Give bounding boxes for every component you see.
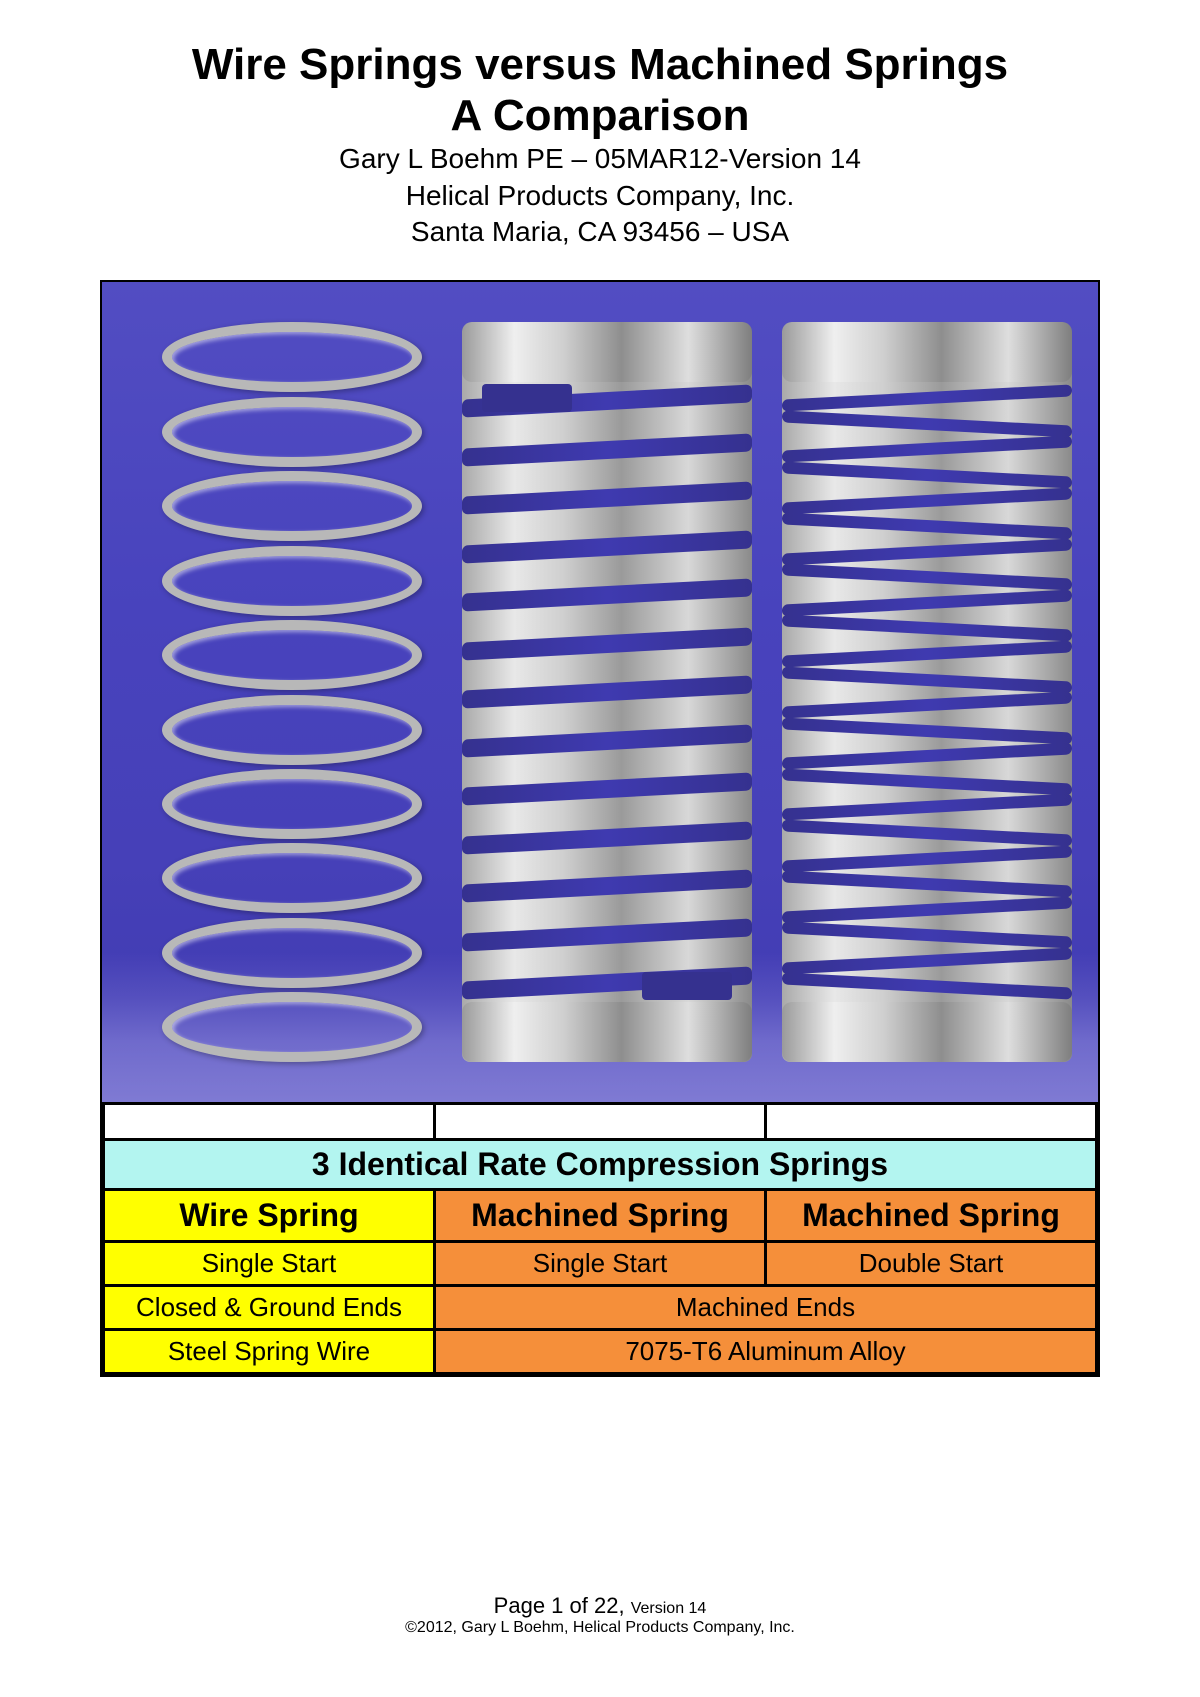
document-header: Wire Springs versus Machined Springs A C…: [100, 40, 1100, 250]
page-total: 22: [594, 1593, 618, 1618]
spring-photo: [102, 282, 1098, 1102]
machined-spring-double-image: [782, 322, 1072, 1062]
table-caption-row: 3 Identical Rate Compression Springs: [104, 1140, 1097, 1190]
wire-spring-image: [162, 322, 422, 1062]
document-page: Wire Springs versus Machined Springs A C…: [0, 0, 1200, 1697]
machined-cap-bottom: [462, 1002, 752, 1062]
page-number: Page 1 of 22, Version 14: [0, 1593, 1200, 1619]
table-cell: Single Start: [104, 1242, 435, 1286]
table-cell: Single Start: [435, 1242, 766, 1286]
title-line-1: Wire Springs versus Machined Springs: [100, 40, 1100, 91]
table-header-machined-1: Machined Spring: [435, 1190, 766, 1242]
table-cell: Double Start: [766, 1242, 1097, 1286]
table-cell: Machined Ends: [435, 1286, 1097, 1330]
version-label: Version 14: [631, 1600, 707, 1617]
table-cell: Closed & Ground Ends: [104, 1286, 435, 1330]
byline: Gary L Boehm PE – 05MAR12-Version 14: [100, 141, 1100, 177]
machined-cap-top: [782, 322, 1072, 382]
copyright: ©2012, Gary L Boehm, Helical Products Co…: [0, 1619, 1200, 1637]
machined-cap-bottom: [782, 1002, 1072, 1062]
machined-spring-single-image: [462, 322, 752, 1062]
table-cell: 7075-T6 Aluminum Alloy: [435, 1330, 1097, 1374]
page-prefix: Page: [494, 1593, 552, 1618]
title-line-2: A Comparison: [100, 91, 1100, 142]
page-of: of: [563, 1593, 594, 1618]
table-header-row: Wire Spring Machined Spring Machined Spr…: [104, 1190, 1097, 1242]
table-row-start: Single Start Single Start Double Start: [104, 1242, 1097, 1286]
table-caption: 3 Identical Rate Compression Springs: [104, 1140, 1097, 1190]
page-sep: ,: [618, 1593, 630, 1618]
table-blank-row: [104, 1104, 1097, 1140]
table-cell: [435, 1104, 766, 1140]
page-footer: Page 1 of 22, Version 14 ©2012, Gary L B…: [0, 1593, 1200, 1637]
comparison-figure: 3 Identical Rate Compression Springs Wir…: [100, 280, 1100, 1377]
location: Santa Maria, CA 93456 – USA: [100, 214, 1100, 250]
table-row-ends: Closed & Ground Ends Machined Ends: [104, 1286, 1097, 1330]
machined-slots: [782, 392, 1072, 992]
machined-notch: [482, 384, 572, 412]
table-cell: [104, 1104, 435, 1140]
comparison-table: 3 Identical Rate Compression Springs Wir…: [102, 1102, 1098, 1375]
machined-notch: [642, 972, 732, 1000]
table-row-material: Steel Spring Wire 7075-T6 Aluminum Alloy: [104, 1330, 1097, 1374]
table-header-machined-2: Machined Spring: [766, 1190, 1097, 1242]
table-header-wire: Wire Spring: [104, 1190, 435, 1242]
company: Helical Products Company, Inc.: [100, 178, 1100, 214]
page-current: 1: [551, 1593, 563, 1618]
table-cell: [766, 1104, 1097, 1140]
machined-cap-top: [462, 322, 752, 382]
machined-slots: [462, 392, 752, 992]
table-cell: Steel Spring Wire: [104, 1330, 435, 1374]
